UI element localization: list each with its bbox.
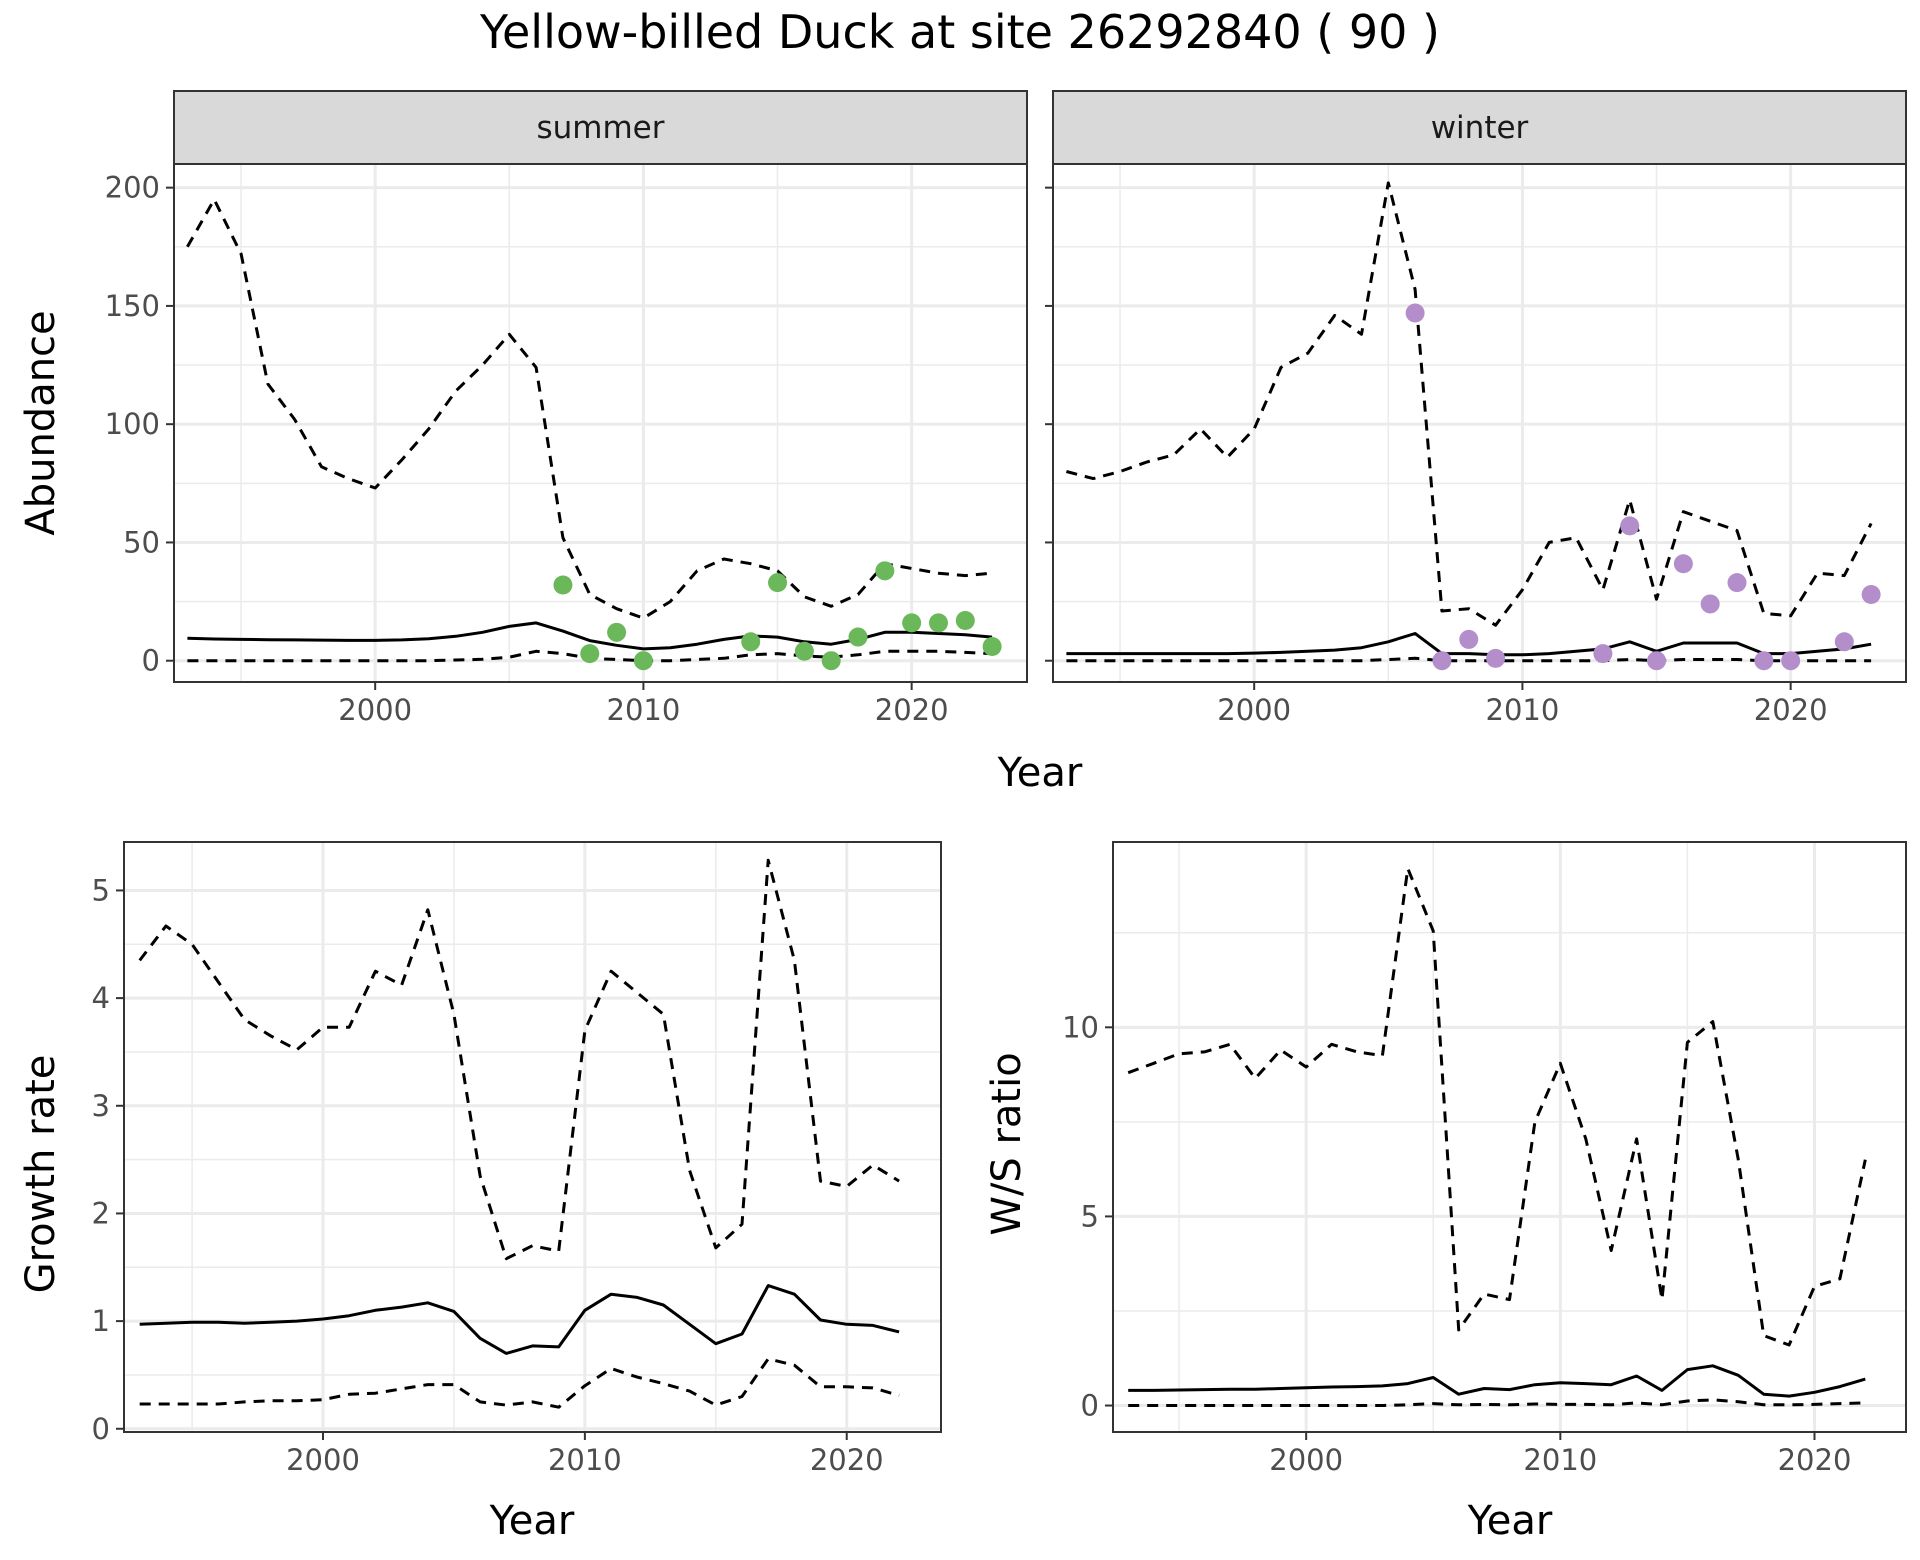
growth-y-tick-label: 0: [92, 1412, 110, 1446]
winter-lower-bound-line: [1066, 656, 1872, 663]
growth-y-axis-title: Growth rate: [18, 1055, 64, 1294]
ws-y-tick-label: 10: [1062, 1010, 1099, 1044]
summer-x-tick-label: 2020: [875, 693, 949, 727]
ws-ratio-panel: 2000 2010 2020 0 5 10: [1062, 841, 1907, 1477]
summer-observed-point: [821, 651, 841, 671]
winter-upper-bound-line: [1066, 181, 1873, 627]
ws-panel-border: [1112, 841, 1907, 1433]
summer-strip-label: summer: [536, 110, 664, 146]
growth-panel-border: [123, 841, 942, 1433]
winter-observed-point: [1861, 584, 1881, 604]
winter-observed-point: [1432, 651, 1452, 671]
winter-observed-point: [1486, 648, 1506, 668]
ws-y-tick-label: 5: [1081, 1199, 1099, 1233]
summer-observed-point: [741, 632, 761, 652]
summer-observed-point: [875, 561, 895, 581]
winter-observed-point: [1593, 644, 1613, 664]
winter-strip-label: winter: [1431, 110, 1529, 146]
summer-observed-point: [982, 637, 1002, 657]
top-y-axis-title: Abundance: [18, 310, 64, 535]
summer-observed-point: [848, 627, 868, 647]
summer-observed-point: [607, 622, 627, 642]
growth-y-tick-label: 4: [92, 981, 110, 1015]
winter-panel-border: [1052, 163, 1907, 683]
growth-x-tick-label: 2010: [548, 1443, 622, 1477]
summer-y-tick-label: 100: [105, 407, 160, 441]
winter-panel: winter 2000 2010 2020: [1045, 90, 1907, 727]
winter-observed-point: [1700, 594, 1720, 614]
summer-y-tick-label: 0: [142, 644, 160, 678]
growth-x-tick-label: 2000: [286, 1443, 360, 1477]
ws-median-line: [1128, 1364, 1866, 1398]
summer-panel: summer 2000 2010 2020 0 50 100 150 200: [105, 90, 1028, 727]
summer-y-tick-label: 150: [105, 289, 160, 323]
summer-upper-bound-line: [186, 198, 993, 620]
summer-x-tick-label: 2000: [338, 693, 412, 727]
winter-observed-point: [1781, 651, 1801, 671]
summer-x-tick-label: 2010: [607, 693, 681, 727]
growth-y-tick-label: 3: [92, 1089, 110, 1123]
growth-x-tick-label: 2020: [810, 1443, 884, 1477]
summer-observed-point: [794, 641, 814, 661]
summer-y-tick-label: 50: [123, 525, 160, 559]
winter-observed-point: [1405, 303, 1425, 323]
top-x-axis-title: Year: [997, 750, 1083, 796]
summer-panel-border: [173, 163, 1028, 683]
ws-y-axis-title: W/S ratio: [984, 1052, 1030, 1235]
winter-observed-point: [1727, 573, 1747, 593]
ws-plot-background: [1113, 842, 1906, 1432]
winter-x-tick-label: 2000: [1217, 693, 1291, 727]
winter-strip: [1052, 90, 1907, 165]
summer-observed-point: [633, 651, 653, 671]
ws-x-tick-label: 2010: [1523, 1443, 1597, 1477]
summer-y-tick-label: 200: [105, 171, 160, 205]
summer-observed-point: [955, 611, 975, 631]
winter-observed-point: [1647, 651, 1667, 671]
growth-upper-bound-line: [138, 858, 900, 1261]
growth-y-tick-label: 5: [92, 873, 110, 907]
summer-observed-point: [902, 613, 922, 633]
winter-observed-point: [1754, 651, 1774, 671]
growth-median-line: [139, 1284, 900, 1355]
winter-x-tick-label: 2020: [1754, 693, 1828, 727]
summer-strip: [173, 90, 1028, 165]
growth-lower-bound-line: [139, 1357, 900, 1409]
growth-x-axis-title: Year: [489, 1498, 575, 1544]
summer-observed-point: [928, 613, 948, 633]
growth-y-tick-label: 2: [92, 1196, 110, 1230]
plot-title: Yellow-billed Duck at site 26292840 ( 90…: [479, 5, 1440, 59]
ws-upper-bound-line: [1127, 867, 1867, 1347]
ws-x-tick-label: 2000: [1269, 1443, 1343, 1477]
winter-x-tick-label: 2010: [1486, 693, 1560, 727]
summer-observed-point: [580, 644, 600, 664]
growth-y-tick-label: 1: [92, 1304, 110, 1338]
winter-median-line: [1066, 632, 1872, 657]
ws-x-tick-label: 2020: [1778, 1443, 1852, 1477]
ws-x-axis-title: Year: [1467, 1498, 1553, 1544]
winter-observed-point: [1673, 554, 1693, 574]
winter-observed-point: [1459, 629, 1479, 649]
growth-rate-panel: 2000 2010 2020 0 1 2 3 4 5: [92, 841, 942, 1477]
summer-observed-point: [553, 575, 573, 595]
summer-observed-point: [768, 573, 788, 593]
ws-y-tick-label: 0: [1081, 1389, 1099, 1423]
growth-plot-background: [124, 842, 941, 1432]
winter-observed-point: [1834, 632, 1854, 652]
winter-observed-point: [1620, 516, 1640, 536]
ws-lower-bound-line: [1128, 1398, 1866, 1407]
